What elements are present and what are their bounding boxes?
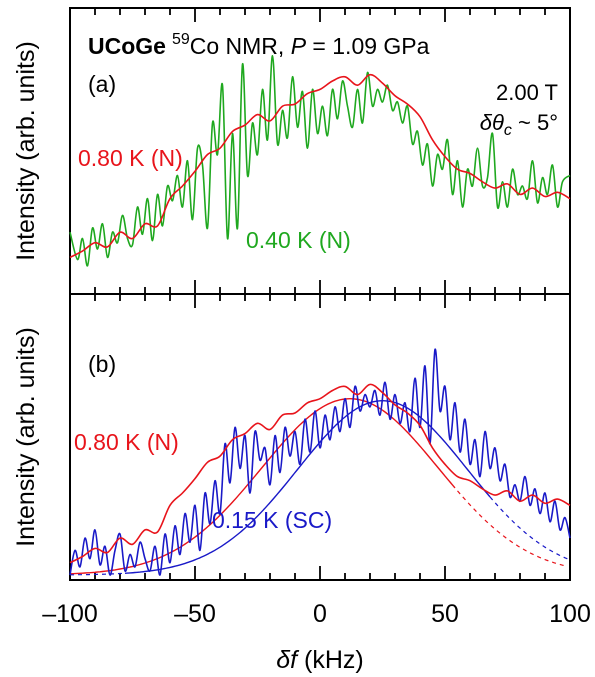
angle-subscript: c (504, 122, 512, 139)
panel-a-series-green-line (69, 54, 571, 267)
panel-b-series-red-line (69, 383, 571, 564)
panel-b-fit-blue-dashed-left (70, 572, 126, 576)
panel-a-label: (a) (88, 71, 116, 97)
panel-a-annotation-green: 0.40 K (N) (246, 227, 351, 253)
panel-b-fit-blue-solid (124, 400, 491, 574)
x-axis-title-unit: (kHz) (297, 646, 364, 674)
panel-a-series (69, 54, 571, 267)
panel-b-annotation-red: 0.80 K (N) (74, 429, 179, 455)
title-compound: UCoGe (88, 33, 166, 59)
title-isotope-sup: 59 (172, 31, 190, 48)
panel-b-ylabel: Intensity (arb. units) (12, 327, 40, 547)
x-tick-label: –50 (174, 600, 216, 628)
title-pressure-value: = 1.09 GPa (306, 33, 430, 59)
angle-value: ~ 5° (512, 110, 558, 135)
x-tick-label: –100 (42, 600, 98, 628)
x-axis-title-symbol: δf (276, 646, 300, 674)
panel-b-series (69, 348, 571, 576)
field-label: 2.00 T (496, 80, 558, 105)
panel-a-ylabel: Intensity (arb. units) (12, 41, 40, 261)
x-tick-label: 0 (313, 600, 327, 628)
panel-a-annotation-red: 0.80 K (N) (78, 145, 183, 171)
panel-a-series-red-line (69, 73, 571, 259)
panel-b-fit-blue-dashed-right (489, 496, 571, 561)
angle-label: δθc ~ 5° (480, 110, 558, 139)
panel-a-title: UCoGe 59Co NMR, P = 1.09 GPa (88, 31, 430, 59)
x-tick-labels: –100 –50 0 50 100 (42, 600, 591, 628)
panel-b-label: (b) (88, 351, 116, 377)
title-pressure-symbol: P (291, 33, 307, 59)
panel-b-fit-red-dashed (457, 490, 568, 568)
angle-symbol: δθ (480, 110, 504, 135)
x-axis-title: δf (kHz) (276, 646, 364, 674)
x-tick-label: 50 (431, 600, 459, 628)
x-tick-label: 100 (549, 600, 591, 628)
tick-marks (69, 8, 571, 580)
panel-b-annotation-blue: 0.15 K (SC) (212, 507, 332, 533)
title-nucleus: Co NMR, (190, 33, 291, 59)
panel-b-series-blue-line (69, 348, 571, 576)
